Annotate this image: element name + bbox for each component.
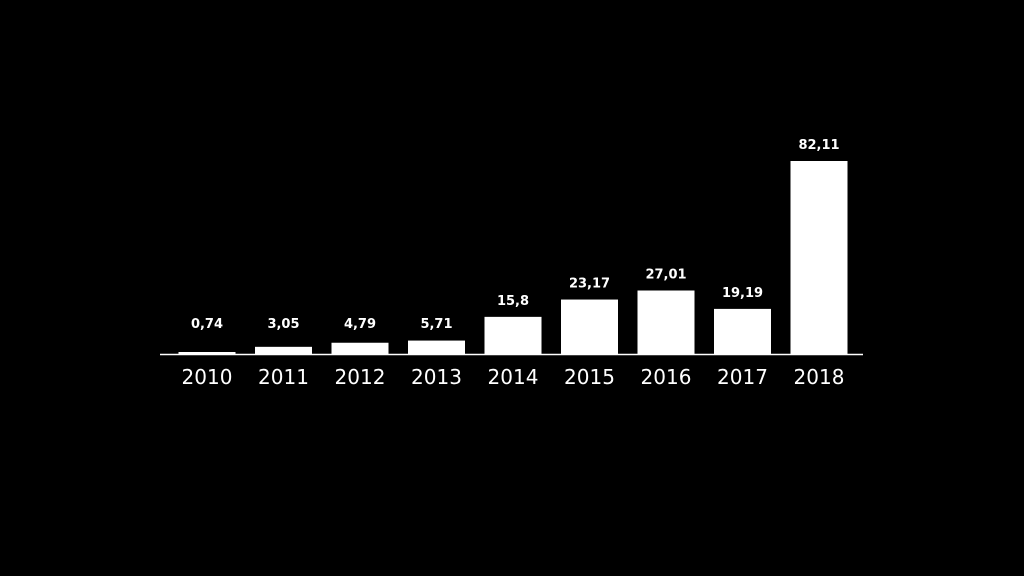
bar-2011 (255, 346, 312, 354)
value-label-2012: 4,79 (344, 317, 376, 332)
x-tick-label-2017: 2017 (717, 365, 768, 389)
bar-2016 (637, 290, 695, 354)
value-label-2014: 15,8 (497, 294, 529, 309)
value-label-2011: 3,05 (267, 317, 299, 332)
x-tick-label-2015: 2015 (564, 365, 615, 389)
bar-2015 (561, 299, 618, 354)
bar-2018 (790, 161, 848, 354)
value-labels-group: 0,74 3,05 4,79 5,71 15,8 23,17 27,01 19,19 82,11 (191, 138, 840, 332)
x-tick-label-2014: 2014 (488, 365, 539, 389)
value-label-2017: 19,19 (722, 286, 763, 301)
bar-2010 (178, 352, 236, 354)
bar-2012 (331, 342, 389, 354)
bar-2014 (484, 316, 542, 354)
value-label-2018: 82,11 (798, 138, 839, 153)
x-tick-label-2012: 2012 (335, 365, 386, 389)
bar-2017 (714, 308, 771, 354)
value-label-2015: 23,17 (569, 277, 610, 292)
x-tick-label-2018: 2018 (794, 365, 845, 389)
x-tick-label-2010: 2010 (182, 365, 233, 389)
value-label-2013: 5,71 (420, 317, 452, 332)
bars-group (178, 161, 848, 354)
x-tick-label-2013: 2013 (411, 365, 462, 389)
bar-2013 (408, 340, 465, 354)
value-label-2016: 27,01 (645, 268, 686, 283)
x-tick-label-2016: 2016 (641, 365, 692, 389)
x-tick-labels-group: 2010 2011 2012 2013 2014 2015 2016 2017 2018 (182, 365, 845, 389)
value-label-2010: 0,74 (191, 317, 223, 332)
x-tick-label-2011: 2011 (258, 365, 309, 389)
